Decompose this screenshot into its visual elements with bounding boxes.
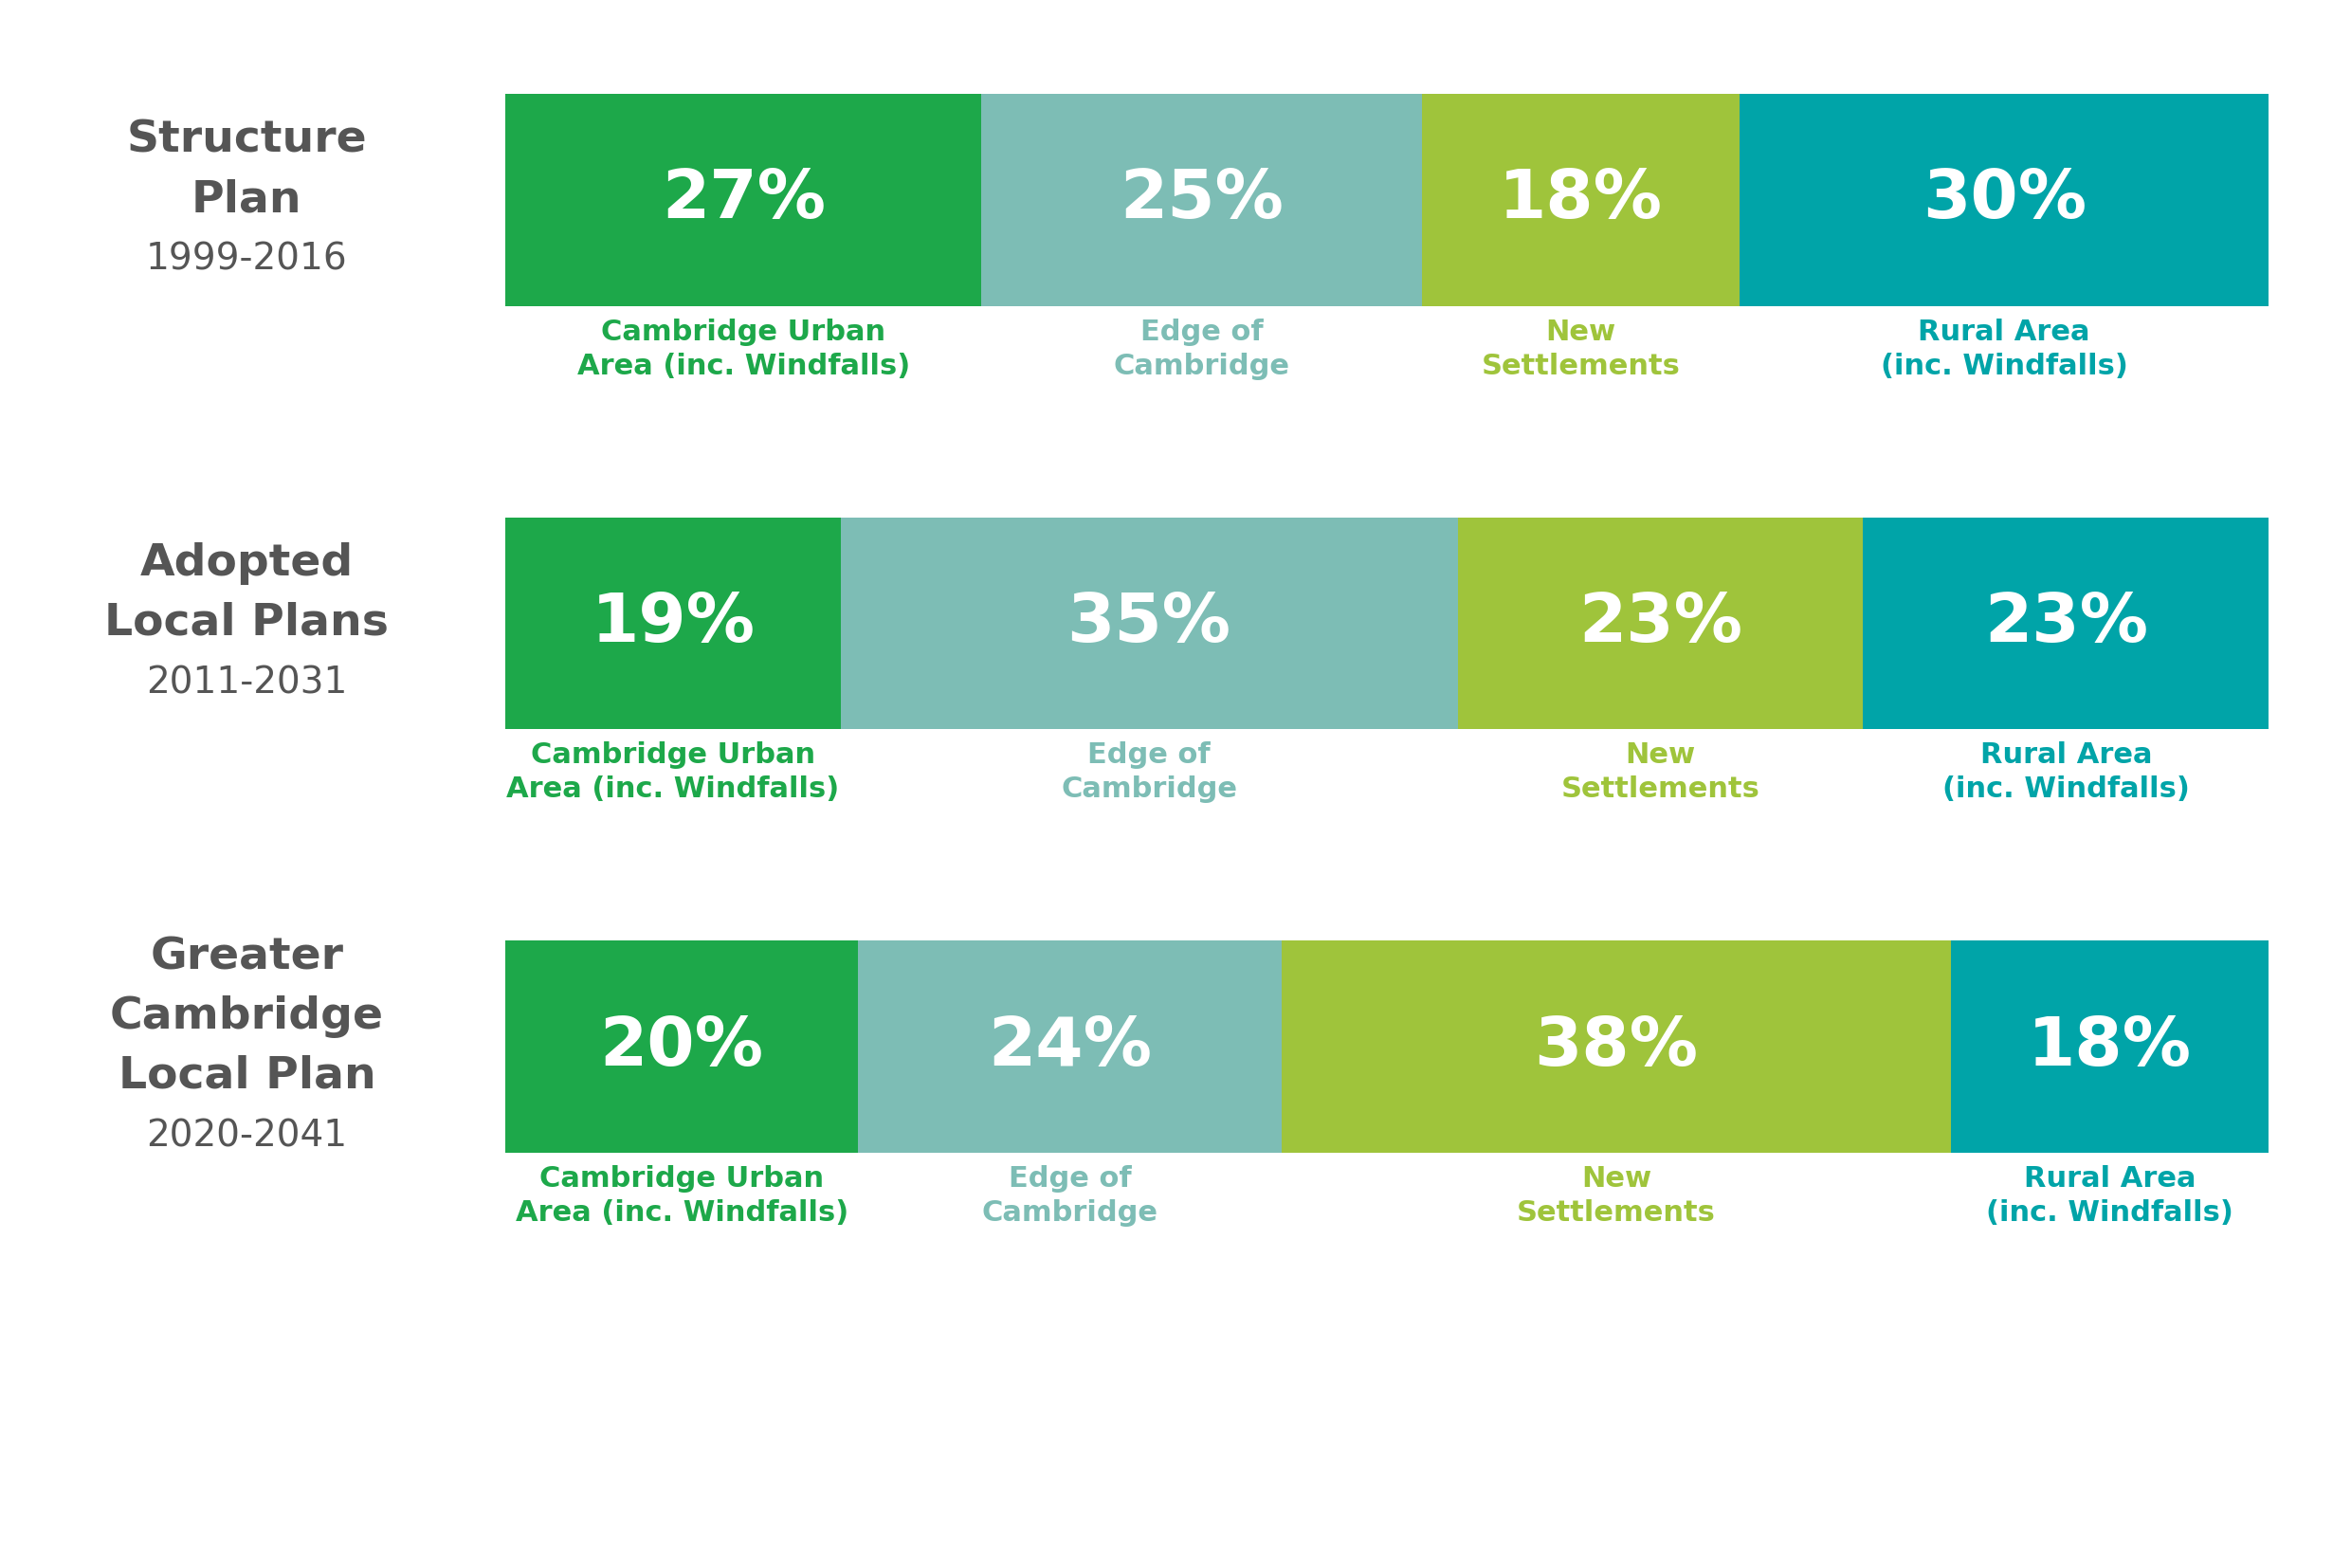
Text: 18%: 18% <box>1500 168 1662 232</box>
FancyBboxPatch shape <box>858 941 1281 1152</box>
Text: 23%: 23% <box>1984 591 2149 655</box>
Text: Rural Area
(inc. Windfalls): Rural Area (inc. Windfalls) <box>1881 318 2128 379</box>
FancyBboxPatch shape <box>1951 941 2269 1152</box>
Text: 2020-2041: 2020-2041 <box>146 1118 348 1154</box>
Text: Greater: Greater <box>150 936 343 978</box>
Text: 19%: 19% <box>590 591 755 655</box>
Text: Cambridge Urban
Area (inc. Windfalls): Cambridge Urban Area (inc. Windfalls) <box>515 1165 849 1226</box>
Text: New
Settlements: New Settlements <box>1561 742 1761 803</box>
Text: Rural Area
(inc. Windfalls): Rural Area (inc. Windfalls) <box>1942 742 2189 803</box>
Text: Cambridge Urban
Area (inc. Windfalls): Cambridge Urban Area (inc. Windfalls) <box>505 742 839 803</box>
Text: Local Plan: Local Plan <box>118 1055 376 1098</box>
FancyBboxPatch shape <box>1458 517 1862 729</box>
FancyBboxPatch shape <box>505 94 980 306</box>
Text: 1999-2016: 1999-2016 <box>146 241 348 278</box>
Text: Edge of
Cambridge: Edge of Cambridge <box>1060 742 1237 803</box>
Text: 20%: 20% <box>600 1014 764 1079</box>
FancyBboxPatch shape <box>1740 94 2269 306</box>
Text: Cambridge: Cambridge <box>110 996 383 1038</box>
Text: Plan: Plan <box>190 179 303 221</box>
FancyBboxPatch shape <box>505 517 842 729</box>
Text: Edge of
Cambridge: Edge of Cambridge <box>980 1165 1157 1226</box>
FancyBboxPatch shape <box>505 941 858 1152</box>
Text: New
Settlements: New Settlements <box>1481 318 1681 379</box>
Text: 18%: 18% <box>2029 1014 2191 1079</box>
Text: 35%: 35% <box>1067 591 1232 655</box>
FancyBboxPatch shape <box>980 94 1422 306</box>
FancyBboxPatch shape <box>842 517 1458 729</box>
Text: 27%: 27% <box>661 168 825 232</box>
Text: 38%: 38% <box>1535 1014 1697 1079</box>
Text: Adopted: Adopted <box>141 543 353 585</box>
Text: 24%: 24% <box>987 1014 1152 1079</box>
Text: New
Settlements: New Settlements <box>1516 1165 1716 1226</box>
FancyBboxPatch shape <box>1281 941 1951 1152</box>
Text: Local Plans: Local Plans <box>106 602 388 644</box>
Text: Cambridge Urban
Area (inc. Windfalls): Cambridge Urban Area (inc. Windfalls) <box>576 318 910 379</box>
FancyBboxPatch shape <box>1862 517 2269 729</box>
Text: 30%: 30% <box>1923 168 2085 232</box>
Text: Rural Area
(inc. Windfalls): Rural Area (inc. Windfalls) <box>1987 1165 2233 1226</box>
Text: Edge of
Cambridge: Edge of Cambridge <box>1114 318 1291 379</box>
Text: 23%: 23% <box>1578 591 1742 655</box>
FancyBboxPatch shape <box>1422 94 1740 306</box>
Text: 25%: 25% <box>1119 168 1284 232</box>
Text: 2011-2031: 2011-2031 <box>146 665 348 701</box>
Text: Structure: Structure <box>127 119 367 162</box>
